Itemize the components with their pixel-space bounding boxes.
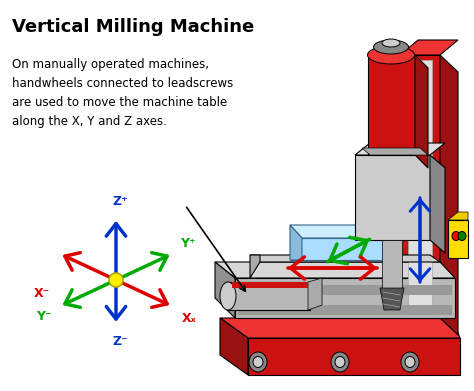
- Polygon shape: [250, 255, 260, 278]
- Polygon shape: [408, 60, 432, 315]
- Polygon shape: [248, 338, 460, 375]
- Ellipse shape: [331, 352, 349, 372]
- Polygon shape: [362, 148, 428, 155]
- Polygon shape: [415, 55, 428, 168]
- Text: Vertical Milling Machine: Vertical Milling Machine: [12, 18, 254, 36]
- Polygon shape: [235, 278, 455, 318]
- Ellipse shape: [220, 282, 236, 310]
- Polygon shape: [308, 278, 322, 310]
- Polygon shape: [220, 318, 460, 338]
- Polygon shape: [238, 305, 452, 315]
- Polygon shape: [380, 288, 404, 310]
- Polygon shape: [448, 212, 468, 220]
- Text: Xₓ: Xₓ: [182, 312, 197, 325]
- Ellipse shape: [452, 231, 460, 240]
- Polygon shape: [400, 40, 458, 55]
- Ellipse shape: [253, 357, 263, 368]
- Polygon shape: [238, 285, 452, 295]
- Ellipse shape: [335, 357, 345, 368]
- Ellipse shape: [109, 273, 123, 287]
- Polygon shape: [290, 238, 390, 260]
- Polygon shape: [215, 262, 455, 278]
- Ellipse shape: [367, 46, 414, 64]
- Polygon shape: [430, 155, 445, 253]
- Polygon shape: [220, 318, 248, 375]
- Ellipse shape: [458, 231, 466, 240]
- Ellipse shape: [249, 352, 267, 372]
- Text: Y⁺: Y⁺: [180, 237, 196, 250]
- Polygon shape: [290, 225, 402, 238]
- Polygon shape: [228, 282, 310, 310]
- Polygon shape: [290, 225, 302, 260]
- Polygon shape: [368, 55, 415, 155]
- Text: On manually operated machines,
handwheels connected to leadscrews
are used to mo: On manually operated machines, handwheel…: [12, 58, 233, 128]
- Ellipse shape: [401, 352, 419, 372]
- Polygon shape: [355, 155, 430, 240]
- Polygon shape: [400, 55, 440, 318]
- Polygon shape: [215, 262, 235, 318]
- Polygon shape: [232, 282, 308, 288]
- Polygon shape: [440, 55, 458, 335]
- Text: Y⁻: Y⁻: [36, 310, 52, 323]
- Ellipse shape: [405, 357, 415, 368]
- Text: X⁻: X⁻: [34, 287, 50, 300]
- Text: Z⁻: Z⁻: [112, 335, 128, 348]
- Polygon shape: [250, 255, 440, 262]
- Polygon shape: [448, 220, 468, 258]
- Text: Z⁺: Z⁺: [112, 195, 128, 208]
- Polygon shape: [382, 240, 402, 288]
- Ellipse shape: [382, 39, 400, 47]
- Ellipse shape: [374, 40, 409, 54]
- Polygon shape: [355, 143, 445, 155]
